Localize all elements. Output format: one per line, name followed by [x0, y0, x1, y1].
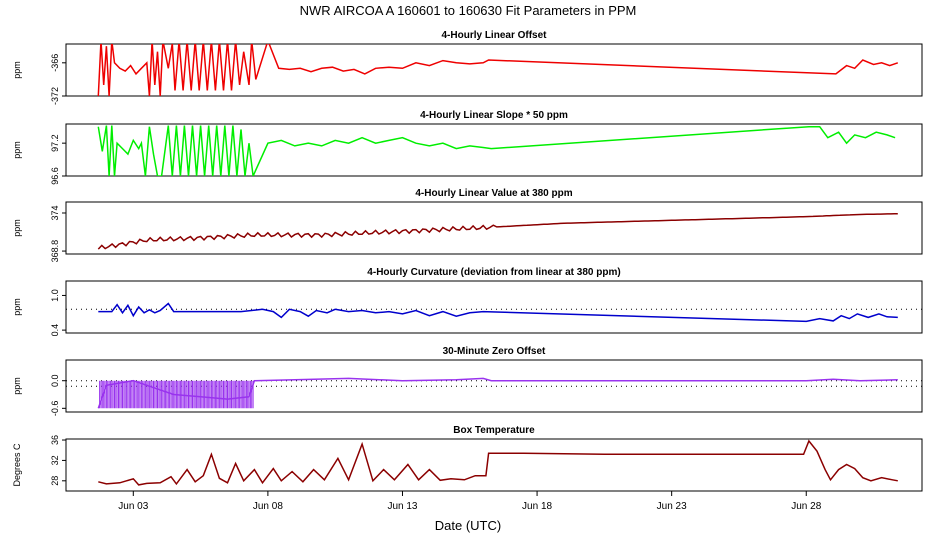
x-tick-label: Jun 18 — [522, 501, 552, 512]
x-axis-label: Date (UTC) — [435, 518, 501, 533]
y-tick-label: 0.4 — [50, 324, 60, 337]
x-tick-label: Jun 08 — [253, 501, 283, 512]
series-line — [98, 302, 898, 323]
y-tick-label: 368.8 — [50, 240, 60, 263]
panel-title: 4-Hourly Linear Slope * 50 ppm — [420, 110, 568, 121]
series-line — [97, 125, 896, 176]
plot-frame — [65, 123, 923, 177]
series-line — [97, 44, 899, 96]
panel-5: 30-Minute Zero Offset -0.6 0.0 ppm — [12, 346, 923, 417]
panel-1: 4-Hourly Linear Offset -372 -366 ppm — [12, 30, 923, 105]
chart-title: NWR AIRCOA A 160601 to 160630 Fit Parame… — [300, 3, 637, 18]
panel-title: Box Temperature — [453, 425, 535, 436]
y-tick-label: -0.6 — [50, 401, 60, 417]
y-axis-label: ppm — [12, 61, 22, 79]
y-axis-label: ppm — [12, 377, 22, 395]
plot-frame — [65, 43, 923, 97]
x-tick-label: Jun 28 — [791, 501, 821, 512]
x-axis: Jun 03 Jun 08 Jun 13 Jun 18 Jun 23 Jun 28 — [118, 491, 822, 512]
y-tick-label: 97.2 — [50, 134, 60, 152]
x-tick-label: Jun 23 — [657, 501, 687, 512]
y-tick-label: 1.0 — [50, 289, 60, 302]
panel-title: 4-Hourly Linear Value at 380 ppm — [415, 188, 572, 199]
y-tick-label: 96.6 — [50, 167, 60, 185]
y-axis-label: Degrees C — [12, 443, 22, 487]
panel-title: 4-Hourly Curvature (deviation from linea… — [367, 267, 620, 278]
x-tick-label: Jun 13 — [387, 501, 417, 512]
panel-6: Box Temperature 28 32 36 Degrees C — [12, 425, 923, 492]
plot-frame — [65, 201, 923, 255]
y-axis-label: ppm — [12, 298, 22, 316]
y-tick-label: 374 — [50, 205, 60, 220]
panel-title: 4-Hourly Linear Offset — [441, 30, 547, 41]
plot-frame — [65, 280, 923, 334]
y-axis-label: ppm — [12, 141, 22, 159]
series-line — [97, 212, 898, 250]
y-tick-label: 28 — [50, 476, 60, 486]
y-tick-label: 36 — [50, 435, 60, 445]
panel-3: 4-Hourly Linear Value at 380 ppm 368.8 374… — [12, 188, 923, 263]
panel-title: 30-Minute Zero Offset — [443, 346, 546, 357]
y-tick-label: -372 — [50, 87, 60, 105]
panels: 4-Hourly Linear Offset-372-366ppm4-Hourl… — [12, 30, 923, 492]
panel-4: 4-Hourly Curvature (deviation from linea… — [12, 267, 923, 337]
y-tick-label: -366 — [50, 54, 60, 72]
y-tick-label: 0.0 — [50, 374, 60, 387]
panel-2: 4-Hourly Linear Slope * 50 ppm 96.6 97.2 pp… — [12, 110, 923, 185]
y-axis-label: ppm — [12, 219, 22, 237]
series-line — [98, 439, 898, 486]
series-spikes — [99, 380, 254, 409]
y-tick-label: 32 — [50, 455, 60, 465]
plot-frame — [65, 438, 923, 492]
x-tick-label: Jun 03 — [118, 501, 148, 512]
